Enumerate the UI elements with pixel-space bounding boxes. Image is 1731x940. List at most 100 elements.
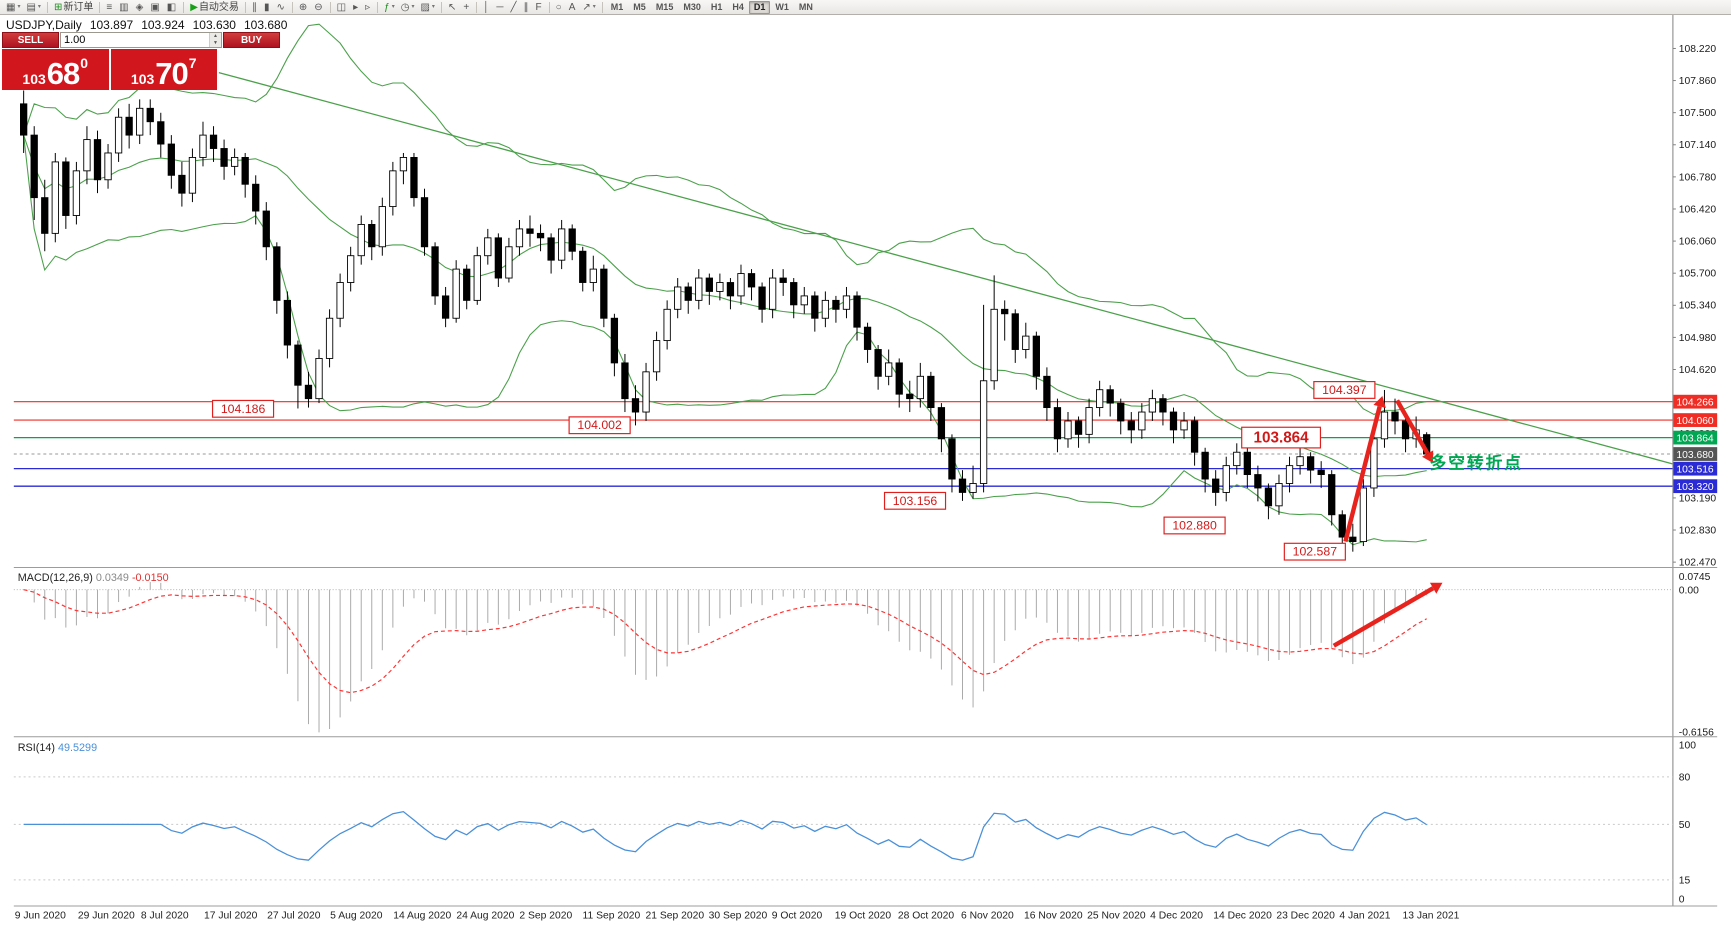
price-level-label-box[interactable]	[568, 416, 631, 435]
new-order-icon: ⊞	[53, 1, 63, 13]
text-button[interactable]: A	[566, 1, 580, 14]
date-axis-label: 14 Dec 2020	[1213, 910, 1272, 921]
terminal-icon: ▣	[150, 1, 160, 13]
volume-field[interactable]: ▲ ▼	[60, 32, 222, 48]
periods-button[interactable]: ◷ ▾	[398, 1, 418, 14]
rsi-header: RSI(14) 49.5299	[18, 742, 97, 754]
equidistant-channel-button[interactable]: ∥	[521, 1, 533, 14]
rsi-indicator-pane: 100 80 50 15 0 RSI(14) 49.5299	[13, 741, 1696, 906]
candlestick-chart-button[interactable]: ▮	[261, 1, 274, 14]
price-axis-label: 102.470	[1679, 558, 1717, 569]
new-order-button-label: 新订单	[63, 1, 94, 13]
timeframe-button-h4[interactable]: H4	[732, 1, 744, 12]
sell-button[interactable]: SELL	[2, 32, 59, 48]
auto-scroll-icon: ▸	[353, 1, 359, 13]
price-level-label-box[interactable]	[1163, 516, 1226, 535]
vertical-line-button[interactable]: │	[480, 1, 493, 14]
symbol-name: USDJPY,Daily	[6, 18, 82, 32]
price-level-label-box[interactable]	[211, 399, 275, 418]
sell-price-big: 68	[46, 56, 80, 91]
market-watch-button[interactable]: ≡	[103, 1, 116, 14]
date-axis-label: 28 Oct 2020	[898, 910, 955, 921]
price-axis-label: 105.700	[1679, 269, 1717, 280]
crosshair-button[interactable]: +	[460, 1, 473, 14]
trend-arrows[interactable]	[1343, 395, 1434, 543]
date-axis-label: 17 Jul 2020	[204, 910, 258, 921]
bar-chart-button[interactable]: ∥	[249, 1, 261, 14]
trendline-button[interactable]: ╱	[508, 1, 521, 14]
price-level-label: 103.156	[893, 494, 938, 508]
chart-note-text[interactable]: 多空转折点	[1430, 452, 1523, 472]
auto-scroll-button[interactable]: ▸	[350, 1, 362, 14]
dropdown-caret-icon: ▾	[411, 3, 415, 10]
timeframe-button-m15[interactable]: M15	[655, 1, 674, 12]
price-level-label-box[interactable]	[1241, 426, 1322, 449]
timeframe-button-mn[interactable]: MN	[798, 1, 813, 12]
timeframe-button-w1[interactable]: W1	[775, 1, 789, 12]
price-level-label-box[interactable]	[1313, 381, 1376, 399]
price-level-label-box[interactable]	[883, 491, 947, 510]
price-axis-label: 104.620	[1679, 365, 1717, 376]
date-axis-label: 29 Jun 2020	[78, 910, 135, 921]
timeframe-button-d1[interactable]: D1	[748, 0, 771, 14]
toolbar-separator	[291, 1, 293, 13]
text-icon: A	[568, 1, 576, 13]
timeframe-button-m5[interactable]: M5	[633, 1, 646, 12]
descending-trendline[interactable]	[218, 71, 1673, 465]
volume-up-button[interactable]: ▲	[210, 33, 221, 40]
arrows-button[interactable]: ↗ ▾	[579, 1, 598, 14]
sell-price-tile[interactable]: 103 68 0	[2, 49, 109, 90]
templates-button[interactable]: ▨ ▾	[417, 1, 437, 14]
volume-input[interactable]	[61, 33, 209, 47]
price-level-label-box[interactable]	[1283, 542, 1346, 561]
timeframe-button-m1[interactable]: M1	[610, 1, 624, 12]
macd-indicator-pane: 0.0745 0.00 -0.6156 MACD(12,26,9) 0.0349 -0…	[13, 572, 1714, 738]
shapes-button[interactable]: ○	[553, 1, 566, 14]
chart-annotations[interactable]: 104.186 104.002 103.156 102.880 103.864 104.3…	[211, 381, 1523, 561]
price-level-label: 104.397	[1322, 383, 1367, 397]
line-chart-icon: ∿	[276, 1, 285, 13]
timeframe-button-m30[interactable]: M30	[683, 1, 701, 12]
price-chart[interactable]: 108.220 107.860 107.500 107.140 106.780 106.4…	[0, 15, 1731, 940]
charts-window-button[interactable]: ▦ ▾	[3, 1, 23, 14]
macd-axis-label: 0.0745	[1679, 572, 1711, 583]
volume-stepper[interactable]: ▲ ▼	[209, 33, 221, 47]
toolbar-separator	[440, 1, 442, 13]
price-tag: 103.680	[1676, 450, 1714, 461]
volume-down-button[interactable]: ▼	[210, 40, 221, 47]
chart-window[interactable]: 108.220 107.860 107.500 107.140 106.780 106.4…	[0, 15, 1731, 940]
tile-windows-button[interactable]: ◫	[334, 1, 350, 14]
bar-chart-icon: ∥	[251, 1, 257, 13]
indicators-button[interactable]: ƒ ▾	[381, 1, 398, 14]
chart-shift-button[interactable]: ▹	[362, 1, 374, 14]
date-axis-label: 9 Jun 2020	[15, 910, 66, 921]
cursor-button[interactable]: ↖	[445, 1, 460, 14]
auto-trading-button[interactable]: ▶ 自动交易	[187, 1, 242, 14]
navigator-button[interactable]: ◈	[133, 1, 148, 14]
strategy-tester-button[interactable]: ◧	[164, 1, 180, 14]
price-axis-label: 106.060	[1679, 237, 1717, 248]
zoom-in-button[interactable]: ⊕	[296, 1, 311, 14]
buy-price-tile[interactable]: 103 70 7	[110, 49, 217, 91]
rsi-axis-label: 0	[1679, 895, 1685, 906]
buy-button[interactable]: BUY	[223, 32, 280, 48]
date-axis[interactable]: 9 Jun 2020 29 Jun 2020 8 Jul 2020 17 Jul 20…	[15, 910, 1460, 921]
zoom-out-button[interactable]: ⊖	[311, 1, 326, 14]
macd-momentum-arrow[interactable]	[1332, 582, 1443, 648]
data-window-button[interactable]: ▥	[116, 1, 132, 14]
fibonacci-button[interactable]: F	[533, 1, 546, 14]
buy-price-big: 70	[155, 56, 188, 91]
timeframe-button-h1[interactable]: H1	[710, 1, 723, 12]
date-axis-label: 21 Sep 2020	[646, 910, 705, 921]
line-chart-button[interactable]: ∿	[273, 1, 288, 14]
chart-profiles-button[interactable]: ▤ ▾	[23, 1, 43, 14]
new-order-button[interactable]: ⊞ 新订单	[51, 1, 96, 14]
date-axis-label: 11 Sep 2020	[582, 910, 640, 921]
horizontal-line-icon: ─	[496, 1, 504, 13]
date-axis-label: 16 Nov 2020	[1024, 910, 1083, 921]
rsi-axis-label: 50	[1679, 820, 1691, 831]
horizontal-line-button[interactable]: ─	[493, 1, 507, 14]
macd-header: MACD(12,26,9) 0.0349 -0.0150	[18, 572, 169, 584]
main-toolbar: ▦ ▾ ▤ ▾ ⊞ 新订单 ≡ ▥ ◈ ▣ ◧ ▶ 自动交易 ∥ ▮ ∿ ⊕ ⊖ ◫ ▸ ▹ ƒ ▾ ◷ ▾ ▨ ▾ ↖ + │ ─ ╱ ∥ F ○…	[0, 0, 1731, 15]
terminal-button[interactable]: ▣	[147, 1, 163, 14]
